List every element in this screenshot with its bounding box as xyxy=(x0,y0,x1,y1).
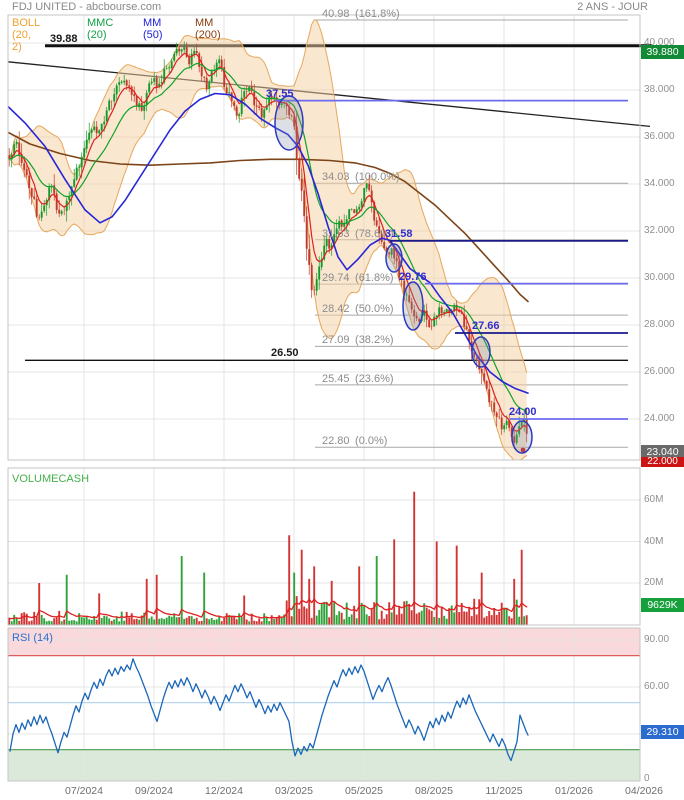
chart-period: 2 ANS - JOUR xyxy=(577,1,648,13)
volume-panel-label: VOLUMECASH xyxy=(12,473,90,485)
low-level-badge: 22.000 xyxy=(641,457,684,467)
last-price-badge: 23.040 xyxy=(641,445,684,459)
legend-boll: BOLL (20, 2) xyxy=(12,17,40,53)
legend-mm50: MM (50) xyxy=(143,17,163,41)
titlebar: FDJ UNITED - abcbourse.com 2 ANS - JOUR xyxy=(0,0,684,15)
last-volume-badge: 9629K xyxy=(641,598,684,612)
last-rsi-badge: 29.310 xyxy=(641,725,684,739)
rsi-panel-label: RSI (14) xyxy=(12,632,53,644)
chart-title: FDJ UNITED - abcbourse.com xyxy=(12,1,162,13)
high-level-badge: 39.880 xyxy=(641,45,684,59)
legend-mm200: MM (200) xyxy=(195,17,221,41)
legend-mmc: MMC (20) xyxy=(87,17,114,41)
